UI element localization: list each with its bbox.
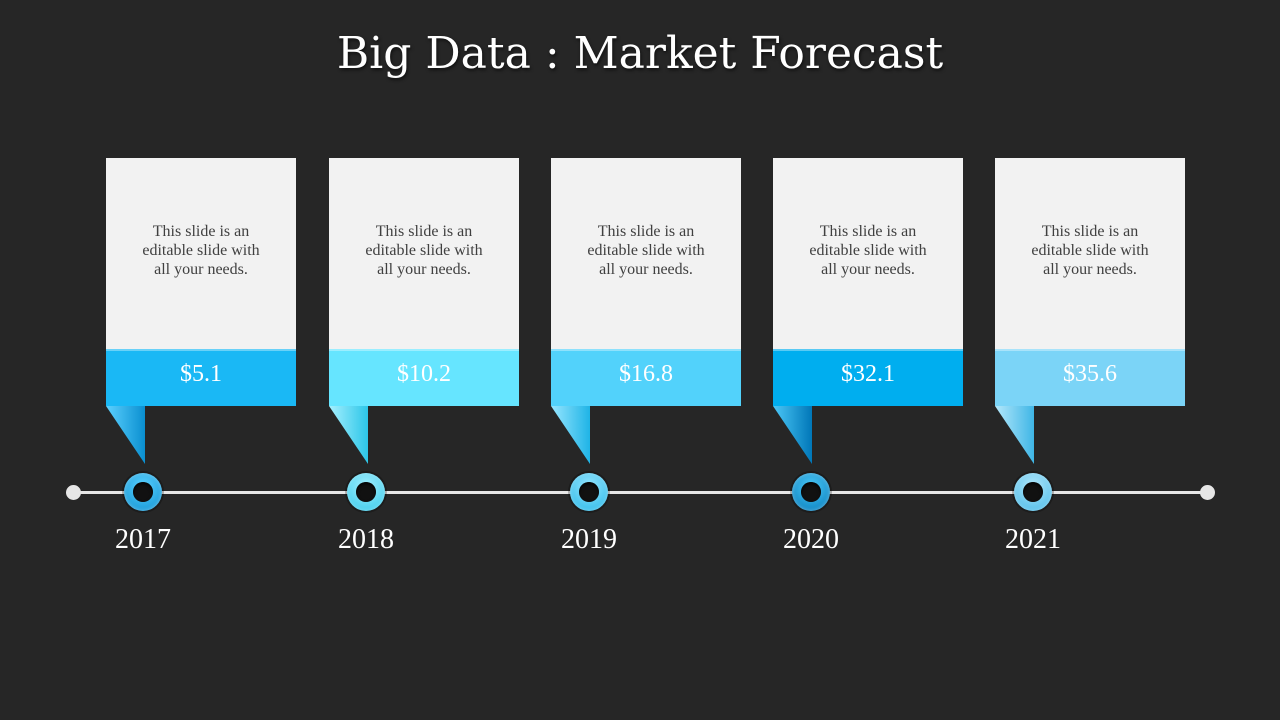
node-center [801, 482, 821, 502]
forecast-card-2018: This slide is an editable slide with all… [329, 158, 519, 464]
card-description: This slide is an editable slide with all… [587, 223, 705, 278]
node-center [356, 482, 376, 502]
card-description: This slide is an editable slide with all… [365, 223, 483, 278]
card-pointer [329, 406, 368, 464]
year-label-2019: 2019 [561, 524, 617, 555]
slide-title: Big Data : Market Forecast [336, 28, 944, 79]
card-value-band: $16.8 [551, 349, 741, 406]
year-label-2017: 2017 [115, 524, 171, 555]
timeline-end-dot [1200, 485, 1215, 500]
card-value-band: $35.6 [995, 349, 1185, 406]
card-body: This slide is an editable slide with all… [995, 158, 1185, 349]
node-center [1023, 482, 1043, 502]
card-description: This slide is an editable slide with all… [142, 223, 260, 278]
card-value-band: $5.1 [106, 349, 296, 406]
node-center [579, 482, 599, 502]
card-body: This slide is an editable slide with all… [106, 158, 296, 349]
card-value-band: $32.1 [773, 349, 963, 406]
card-pointer [773, 406, 812, 464]
card-pointer [106, 406, 145, 464]
year-label-2020: 2020 [783, 524, 839, 555]
card-value: $5.1 [180, 361, 222, 387]
card-body: This slide is an editable slide with all… [773, 158, 963, 349]
card-value: $35.6 [1063, 361, 1117, 387]
forecast-card-2020: This slide is an editable slide with all… [773, 158, 963, 464]
timeline-node-2020 [792, 473, 830, 511]
year-label-2018: 2018 [338, 524, 394, 555]
year-label-2021: 2021 [1005, 524, 1061, 555]
timeline-node-2021 [1014, 473, 1052, 511]
card-value: $16.8 [619, 361, 673, 387]
card-body: This slide is an editable slide with all… [329, 158, 519, 349]
card-value: $10.2 [397, 361, 451, 387]
timeline-start-dot [66, 485, 81, 500]
timeline-line [73, 491, 1207, 494]
node-center [133, 482, 153, 502]
card-description: This slide is an editable slide with all… [1031, 223, 1149, 278]
forecast-card-2017: This slide is an editable slide with all… [106, 158, 296, 464]
timeline-node-2018 [347, 473, 385, 511]
card-description: This slide is an editable slide with all… [809, 223, 927, 278]
card-body: This slide is an editable slide with all… [551, 158, 741, 349]
forecast-card-2019: This slide is an editable slide with all… [551, 158, 741, 464]
card-pointer [551, 406, 590, 464]
timeline-node-2019 [570, 473, 608, 511]
forecast-card-2021: This slide is an editable slide with all… [995, 158, 1185, 464]
timeline-node-2017 [124, 473, 162, 511]
card-pointer [995, 406, 1034, 464]
card-value: $32.1 [841, 361, 895, 387]
card-value-band: $10.2 [329, 349, 519, 406]
